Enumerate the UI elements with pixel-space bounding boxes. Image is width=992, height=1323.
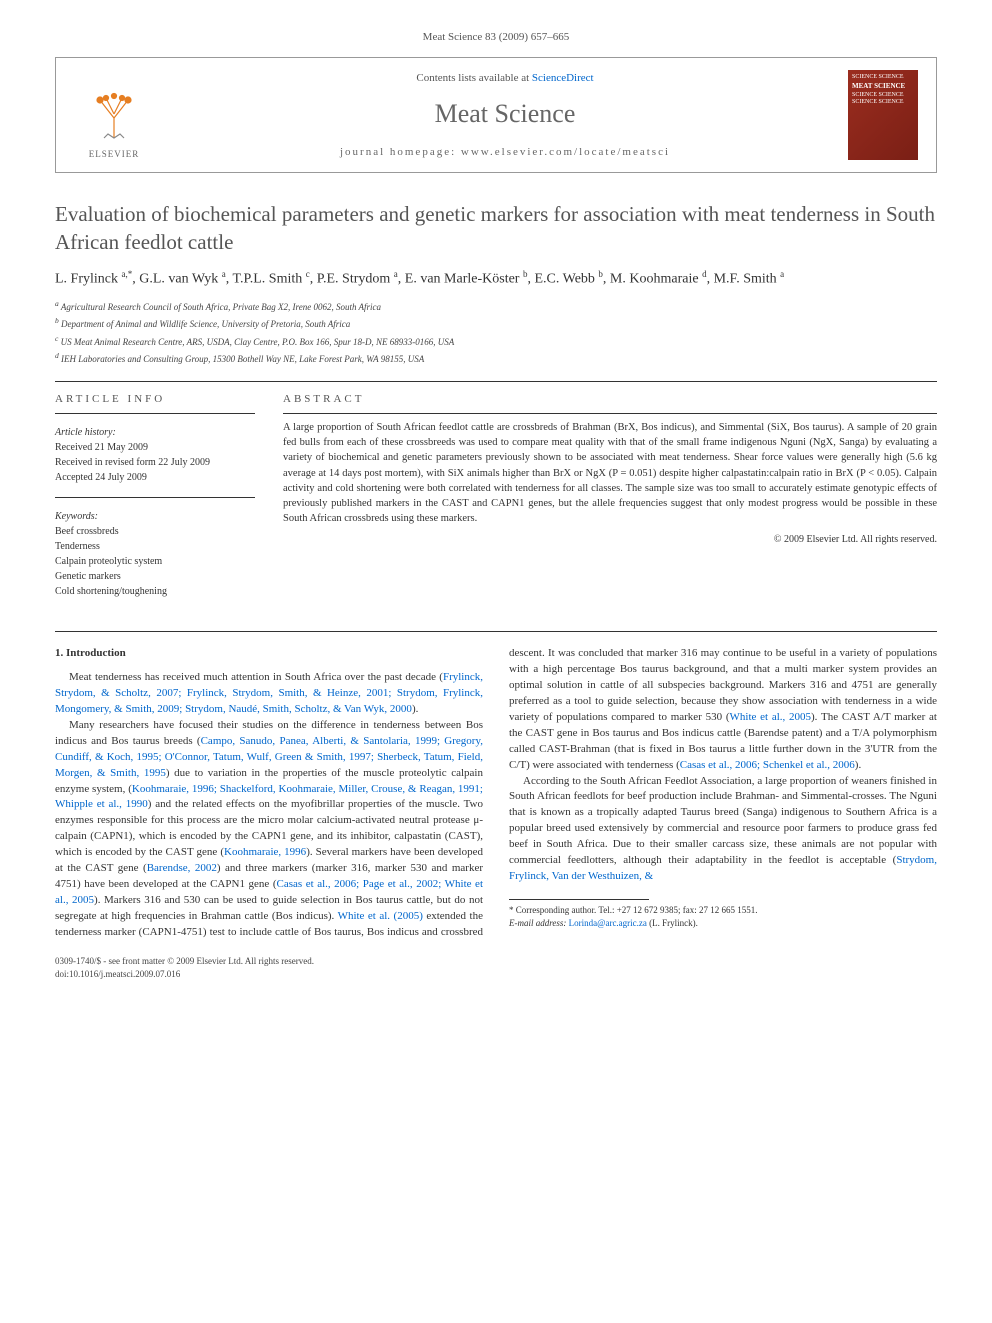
- abstract-heading: ABSTRACT: [283, 392, 937, 407]
- footer-copyright: 0309-1740/$ - see front matter © 2009 El…: [55, 955, 314, 968]
- body-p2-f: ). Mark: [94, 894, 128, 906]
- citation-link[interactable]: Koohmaraie, 1996: [224, 846, 306, 858]
- footnote-separator: [509, 899, 649, 900]
- history-item: Accepted 24 July 2009: [55, 471, 255, 485]
- cover-text-top: SCIENCE SCIENCE: [852, 74, 914, 81]
- cover-text-bottom: SCIENCE SCIENCE SCIENCE SCIENCE: [852, 92, 914, 106]
- history-item: Received in revised form 22 July 2009: [55, 456, 255, 470]
- article-info-column: ARTICLE INFO Article history: Received 2…: [55, 392, 255, 611]
- affiliation-line: b Department of Animal and Wildlife Scie…: [55, 315, 937, 332]
- contents-prefix: Contents lists available at: [416, 72, 531, 84]
- footnote-block: * Corresponding author. Tel.: +27 12 672…: [509, 899, 937, 929]
- footer-left: 0309-1740/$ - see front matter © 2009 El…: [55, 955, 314, 980]
- affiliation-line: d IEH Laboratories and Consulting Group,…: [55, 350, 937, 367]
- keywords-label: Keywords:: [55, 510, 255, 524]
- keyword-item: Beef crossbreds: [55, 525, 255, 539]
- footer-doi: doi:10.1016/j.meatsci.2009.07.016: [55, 968, 314, 981]
- affiliations: a Agricultural Research Council of South…: [55, 298, 937, 367]
- body-p1-a: Meat tenderness has received much attent…: [69, 671, 443, 683]
- homepage-line: journal homepage: www.elsevier.com/locat…: [162, 145, 848, 160]
- email-suffix: (L. Frylinck).: [647, 918, 698, 928]
- citation-link[interactable]: Casas et al., 2006; Schenkel et al., 200…: [680, 759, 855, 771]
- body-p3-a: According to the South African Feedlot A…: [509, 775, 937, 867]
- keyword-item: Tenderness: [55, 540, 255, 554]
- divider-bottom: [55, 631, 937, 632]
- header-center: Contents lists available at ScienceDirec…: [162, 71, 848, 160]
- history-label: Article history:: [55, 426, 255, 440]
- history-item: Received 21 May 2009: [55, 441, 255, 455]
- email-link[interactable]: Lorinda@arc.agric.za: [569, 918, 647, 928]
- journal-name: Meat Science: [162, 96, 848, 132]
- article-info-heading: ARTICLE INFO: [55, 392, 255, 407]
- abstract-column: ABSTRACT A large proportion of South Afr…: [283, 392, 937, 611]
- keywords-block: Keywords: Beef crossbredsTendernessCalpa…: [55, 497, 255, 599]
- affiliation-line: a Agricultural Research Council of South…: [55, 298, 937, 315]
- journal-ref: Meat Science 83 (2009) 657–665: [55, 30, 937, 45]
- homepage-prefix: journal homepage:: [340, 146, 461, 158]
- article-title: Evaluation of biochemical parameters and…: [55, 201, 937, 256]
- corresponding-author: * Corresponding author. Tel.: +27 12 672…: [509, 904, 937, 929]
- citation-link[interactable]: White et al. (2005): [338, 910, 423, 922]
- citation-link[interactable]: Barendse, 2002: [147, 862, 217, 874]
- keyword-item: Cold shortening/toughening: [55, 585, 255, 599]
- elsevier-label: ELSEVIER: [89, 148, 140, 161]
- body-text: 1. Introduction Meat tenderness has rece…: [55, 646, 937, 941]
- sciencedirect-link[interactable]: ScienceDirect: [532, 72, 594, 84]
- homepage-url: www.elsevier.com/locate/meatsci: [461, 146, 670, 158]
- elsevier-logo: ELSEVIER: [74, 70, 154, 160]
- abstract-text: A large proportion of South African feed…: [283, 413, 937, 527]
- journal-cover-thumbnail: SCIENCE SCIENCE MEAT SCIENCE SCIENCE SCI…: [848, 70, 918, 160]
- abstract-copyright: © 2009 Elsevier Ltd. All rights reserved…: [283, 533, 937, 547]
- page-footer: 0309-1740/$ - see front matter © 2009 El…: [55, 955, 937, 980]
- corresponding-line1: * Corresponding author. Tel.: +27 12 672…: [509, 904, 937, 917]
- corresponding-line2: E-mail address: Lorinda@arc.agric.za (L.…: [509, 917, 937, 930]
- keyword-item: Genetic markers: [55, 570, 255, 584]
- authors: L. Frylinck a,*, G.L. van Wyk a, T.P.L. …: [55, 268, 937, 290]
- elsevier-tree-icon: [84, 86, 144, 146]
- email-label: E-mail address:: [509, 918, 569, 928]
- body-p1: Meat tenderness has received much attent…: [55, 670, 483, 718]
- journal-header-box: ELSEVIER Contents lists available at Sci…: [55, 57, 937, 173]
- section-heading: 1. Introduction: [55, 646, 483, 662]
- divider-top: [55, 381, 937, 382]
- body-p2-j: ).: [855, 759, 861, 771]
- keyword-item: Calpain proteolytic system: [55, 555, 255, 569]
- info-abstract-row: ARTICLE INFO Article history: Received 2…: [55, 392, 937, 611]
- citation-link[interactable]: White et al., 2005: [730, 711, 812, 723]
- body-p3: According to the South African Feedlot A…: [509, 774, 937, 886]
- cover-title: MEAT SCIENCE: [852, 82, 914, 90]
- body-p1-b: ).: [412, 703, 418, 715]
- affiliation-line: c US Meat Animal Research Centre, ARS, U…: [55, 333, 937, 350]
- contents-line: Contents lists available at ScienceDirec…: [162, 71, 848, 86]
- article-history-block: Article history: Received 21 May 2009Rec…: [55, 413, 255, 485]
